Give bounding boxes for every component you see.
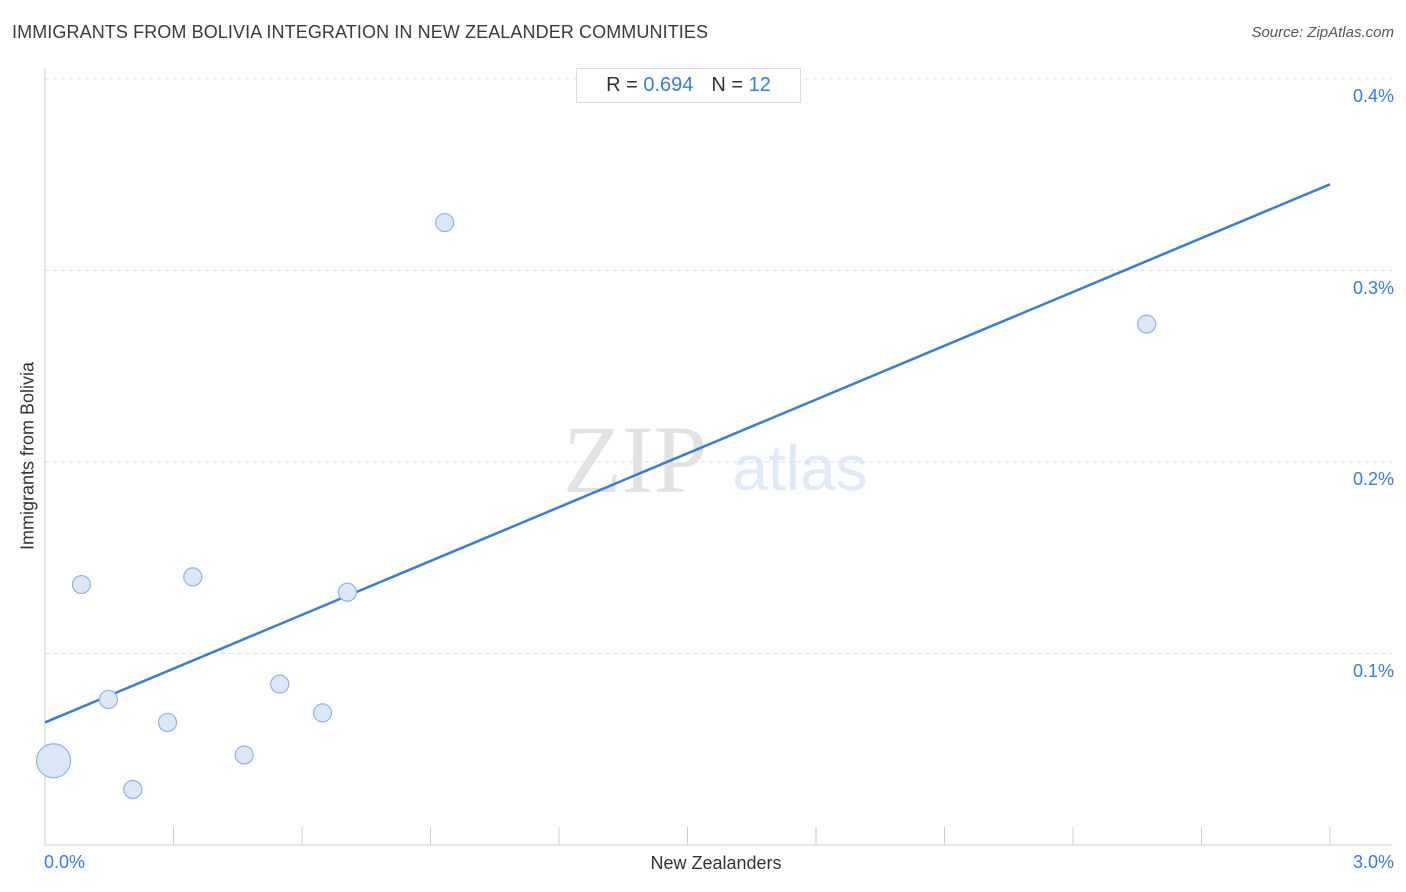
grid-layer xyxy=(45,78,1392,654)
y-tick-label: 0.4% xyxy=(1352,86,1394,106)
y-axis-label: Immigrants from Bolivia xyxy=(17,361,38,551)
trendline xyxy=(44,183,1331,724)
n-value: 12 xyxy=(748,74,771,96)
data-point xyxy=(337,582,358,602)
source-credit: Source: ZipAtlas.com xyxy=(1251,24,1394,41)
x-tick-label: 0.0% xyxy=(44,852,86,872)
data-point xyxy=(1137,314,1157,334)
data-point xyxy=(98,689,118,710)
data-point xyxy=(35,743,72,779)
data-point xyxy=(183,567,203,587)
points-layer xyxy=(35,213,1157,800)
data-point xyxy=(435,213,455,233)
r-label: R = xyxy=(606,74,638,96)
x-tick-label: 3.0% xyxy=(1352,852,1394,872)
data-point xyxy=(270,674,290,694)
data-point xyxy=(71,574,92,595)
trendline-layer xyxy=(44,183,1331,724)
r-value: 0.694 xyxy=(643,74,694,96)
data-point xyxy=(312,703,333,723)
data-point xyxy=(157,712,178,733)
x-axis-label: New Zealanders xyxy=(650,853,782,873)
axis-layer xyxy=(44,68,1392,846)
n-label: N = xyxy=(711,74,744,96)
y-tick-label: 0.2% xyxy=(1352,469,1394,489)
chart-title: IMMIGRANTS FROM BOLIVIA INTEGRATION IN N… xyxy=(12,22,709,42)
y-tick-label: 0.1% xyxy=(1352,660,1394,681)
stats-box: R = 0.694 N = 12 xyxy=(576,68,801,103)
data-point xyxy=(123,779,143,800)
y-tick-label: 0.3% xyxy=(1352,277,1394,298)
data-point xyxy=(234,745,254,765)
watermark-atlas: atlas xyxy=(732,432,867,504)
